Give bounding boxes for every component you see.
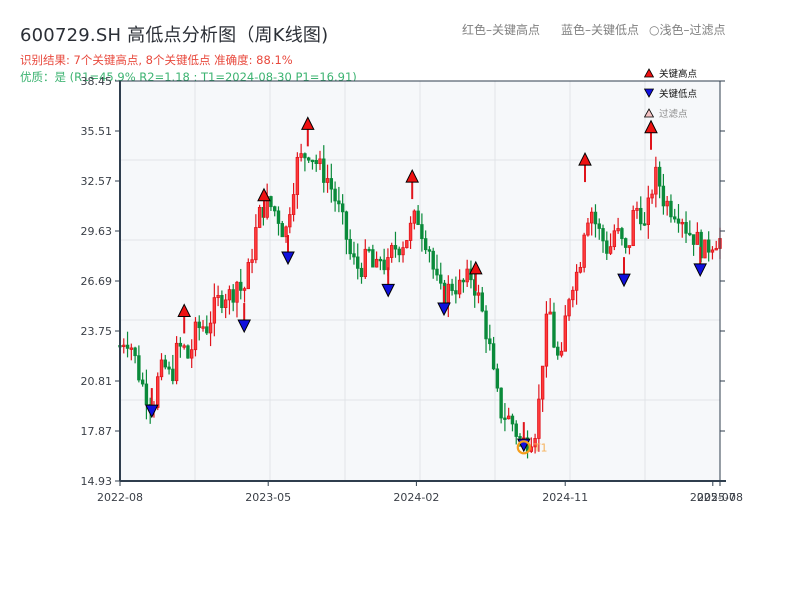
note-blue-low: 蓝色–关键低点 <box>561 23 640 37</box>
triangle-down-icon <box>644 88 654 98</box>
legend-item-key-low: 关键低点 <box>644 83 697 103</box>
x-axis-ticks: 2022-08 2023-05 2024-02 2024-11 2025-072025-… <box>97 481 743 504</box>
svg-text:29.63: 29.63 <box>81 225 113 238</box>
key-high-marker <box>300 116 315 130</box>
triangle-up-icon <box>644 68 654 78</box>
key-high-marker <box>405 168 420 183</box>
svg-text:38.45: 38.45 <box>81 75 113 88</box>
note-light-filtered: ○浅色–过滤点 <box>649 23 726 37</box>
candles <box>118 143 722 459</box>
svg-text:2025-08: 2025-08 <box>697 491 743 504</box>
legend-label: 关键低点 <box>659 89 698 100</box>
svg-text:23.75: 23.75 <box>81 325 113 338</box>
key-low-marker <box>437 302 451 317</box>
key-high-marker <box>177 303 192 317</box>
legend-item-key-high: 关键高点 <box>644 63 697 83</box>
svg-text:35.51: 35.51 <box>81 125 113 138</box>
legend-label: 过滤点 <box>659 109 688 120</box>
svg-text:2024-02: 2024-02 <box>393 491 439 504</box>
gridlines <box>120 81 720 481</box>
svg-text:2025-07: 2025-07 <box>690 491 736 504</box>
key-low-marker <box>144 404 159 419</box>
svg-text:20.81: 20.81 <box>81 375 113 388</box>
svg-text:26.69: 26.69 <box>81 275 113 288</box>
key-low-marker <box>617 273 631 288</box>
pivot-markers: T1 <box>144 116 708 455</box>
key-high-marker <box>257 187 271 202</box>
key-high-marker <box>644 119 658 134</box>
t1-label: T1 <box>533 441 548 454</box>
chart-title: 600729.SH 高低点分析图（周K线图) <box>20 25 329 46</box>
svg-text:2022-08: 2022-08 <box>97 491 143 504</box>
key-low-marker <box>381 283 396 298</box>
svg-text:14.93: 14.93 <box>81 475 113 488</box>
note-red-high: 红色–关键高点 <box>462 23 541 37</box>
key-low-marker <box>281 251 295 266</box>
triangle-up-light-icon <box>644 108 654 118</box>
key-low-marker <box>237 319 252 334</box>
result-summary: 识别结果: 7个关键高点, 8个关键低点 准确度: 88.1% <box>20 53 293 67</box>
key-high-marker <box>468 260 483 275</box>
y-axis-ticks: 14.93 17.87 20.81 23.75 26.69 29.63 32.57 35.51… <box>81 75 725 488</box>
svg-text:2023-05: 2023-05 <box>245 491 291 504</box>
legend-label: 关键高点 <box>659 69 698 80</box>
key-low-marker <box>693 263 708 278</box>
legend: 关键高点 关键低点 过滤点 <box>644 63 697 123</box>
svg-text:32.57: 32.57 <box>81 175 113 188</box>
t1-ring <box>516 440 531 455</box>
legend-item-filtered: 过滤点 <box>644 103 697 123</box>
key-high-marker <box>578 151 592 166</box>
svg-text:2024-11: 2024-11 <box>542 491 588 504</box>
svg-text:17.87: 17.87 <box>81 425 113 438</box>
